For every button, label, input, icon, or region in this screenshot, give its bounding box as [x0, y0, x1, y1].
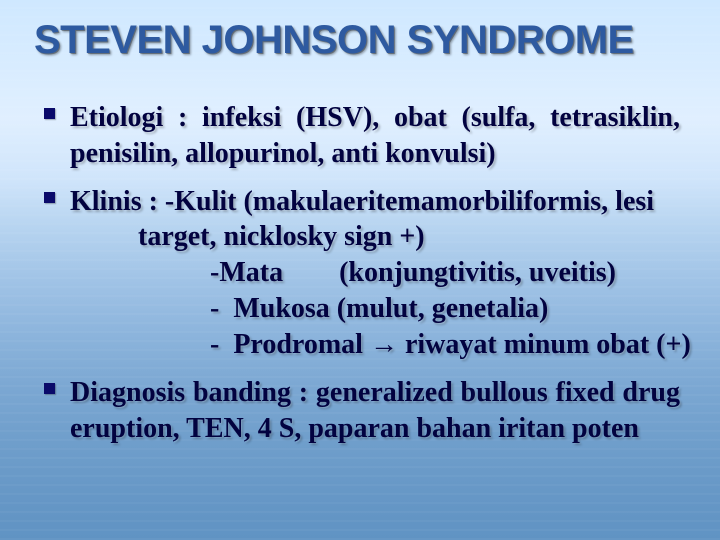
sub-line: -Mata (konjungtivitis, uveitis) [70, 255, 680, 291]
slide-body: Etiologi : infeksi (HSV), obat (sulfa, t… [40, 100, 680, 458]
sub-line: target, nicklosky sign +) [70, 219, 680, 255]
list-item: Etiologi : infeksi (HSV), obat (sulfa, t… [40, 100, 680, 172]
sub-line: - Prodromal → riwayat minum obat (+) [70, 327, 680, 363]
bullet-text: Diagnosis banding : generalized bullous … [70, 377, 680, 444]
bullet-text: Klinis : -Kulit (makulaeritemamorbilifor… [70, 186, 654, 217]
bullet-text: Etiologi : infeksi (HSV), obat (sulfa, t… [70, 102, 680, 169]
bullet-list: Etiologi : infeksi (HSV), obat (sulfa, t… [40, 100, 680, 446]
list-item: Klinis : -Kulit (makulaeritemamorbilifor… [40, 184, 680, 363]
slide: STEVEN JOHNSON SYNDROME Etiologi : infek… [0, 0, 720, 540]
slide-title: STEVEN JOHNSON SYNDROME [34, 18, 686, 63]
sub-line: - Mukosa (mulut, genetalia) [70, 291, 680, 327]
list-item: Diagnosis banding : generalized bullous … [40, 375, 680, 447]
